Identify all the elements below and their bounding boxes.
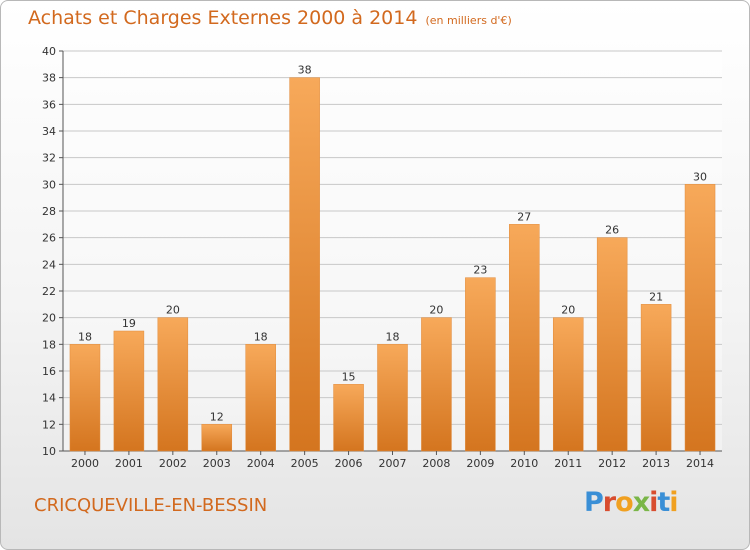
x-tick-label: 2010 bbox=[510, 457, 538, 470]
logo-letter: r bbox=[602, 487, 616, 518]
y-tick-label: 10 bbox=[42, 445, 56, 458]
data-label: 15 bbox=[342, 370, 356, 383]
data-label: 18 bbox=[78, 330, 92, 343]
logo-letter: x bbox=[632, 487, 650, 518]
y-tick-label: 30 bbox=[42, 178, 56, 191]
x-tick-label: 2014 bbox=[686, 457, 714, 470]
y-tick-label: 26 bbox=[42, 232, 56, 245]
title-text: Achats et Charges Externes 2000 à 2014 bbox=[28, 7, 418, 29]
x-tick-label: 2001 bbox=[115, 457, 143, 470]
data-label: 18 bbox=[254, 330, 268, 343]
data-label: 38 bbox=[298, 64, 312, 77]
bar bbox=[245, 344, 276, 452]
data-label: 20 bbox=[166, 304, 180, 317]
data-label: 12 bbox=[210, 410, 224, 423]
y-tick-label: 28 bbox=[42, 205, 56, 218]
bar bbox=[333, 384, 364, 452]
data-label: 23 bbox=[473, 264, 487, 277]
logo-letter: P bbox=[584, 487, 604, 518]
x-tick-label: 2004 bbox=[247, 457, 275, 470]
y-tick-label: 20 bbox=[42, 312, 56, 325]
logo-letter: t bbox=[657, 487, 670, 518]
bar bbox=[421, 317, 452, 452]
bar bbox=[113, 330, 145, 452]
commune-name: CRICQUEVILLE-EN-BESSIN bbox=[34, 495, 268, 516]
x-tick-label: 2003 bbox=[203, 457, 231, 470]
data-label: 26 bbox=[605, 224, 619, 237]
x-tick-label: 2008 bbox=[422, 457, 450, 470]
data-label: 18 bbox=[386, 330, 400, 343]
proxiti-logo: Proxiti bbox=[584, 487, 679, 518]
chart-subtitle: (en milliers d'€) bbox=[425, 14, 512, 27]
x-tick-label: 2005 bbox=[291, 457, 319, 470]
logo-letter: i bbox=[669, 487, 678, 518]
y-tick-label: 16 bbox=[42, 365, 56, 378]
bar bbox=[684, 184, 716, 452]
y-tick-label: 34 bbox=[42, 125, 56, 138]
bar bbox=[596, 237, 628, 452]
x-tick-label: 2007 bbox=[379, 457, 407, 470]
y-tick-label: 32 bbox=[42, 152, 56, 165]
bar bbox=[465, 277, 496, 452]
y-tick-label: 38 bbox=[42, 72, 56, 85]
bar bbox=[640, 304, 672, 452]
data-label: 21 bbox=[649, 290, 663, 303]
y-tick-label: 12 bbox=[42, 418, 56, 431]
y-tick-label: 36 bbox=[42, 98, 56, 111]
bar bbox=[509, 224, 540, 452]
bar bbox=[289, 77, 320, 452]
x-tick-label: 2011 bbox=[554, 457, 582, 470]
x-tick-label: 2006 bbox=[335, 457, 363, 470]
bar bbox=[377, 344, 408, 452]
logo-letter: o bbox=[615, 487, 634, 518]
bar bbox=[201, 424, 233, 452]
x-tick-label: 2002 bbox=[159, 457, 187, 470]
bar bbox=[157, 317, 189, 452]
data-label: 20 bbox=[429, 304, 443, 317]
x-tick-label: 2013 bbox=[642, 457, 670, 470]
data-label: 27 bbox=[517, 210, 531, 223]
y-tick-label: 40 bbox=[42, 45, 56, 58]
data-label: 19 bbox=[122, 317, 136, 330]
y-tick-label: 14 bbox=[42, 392, 56, 405]
data-label: 30 bbox=[693, 170, 707, 183]
chart-title: Achats et Charges Externes 2000 à 2014 (e… bbox=[28, 7, 512, 29]
y-tick-label: 24 bbox=[42, 258, 56, 271]
y-tick-label: 22 bbox=[42, 285, 56, 298]
x-tick-label: 2012 bbox=[598, 457, 626, 470]
data-label: 20 bbox=[561, 304, 575, 317]
x-tick-label: 2009 bbox=[466, 457, 494, 470]
bar bbox=[552, 317, 584, 452]
logo-letter: i bbox=[649, 487, 658, 518]
bar bbox=[69, 344, 101, 452]
y-tick-label: 18 bbox=[42, 338, 56, 351]
x-tick-label: 2000 bbox=[71, 457, 99, 470]
